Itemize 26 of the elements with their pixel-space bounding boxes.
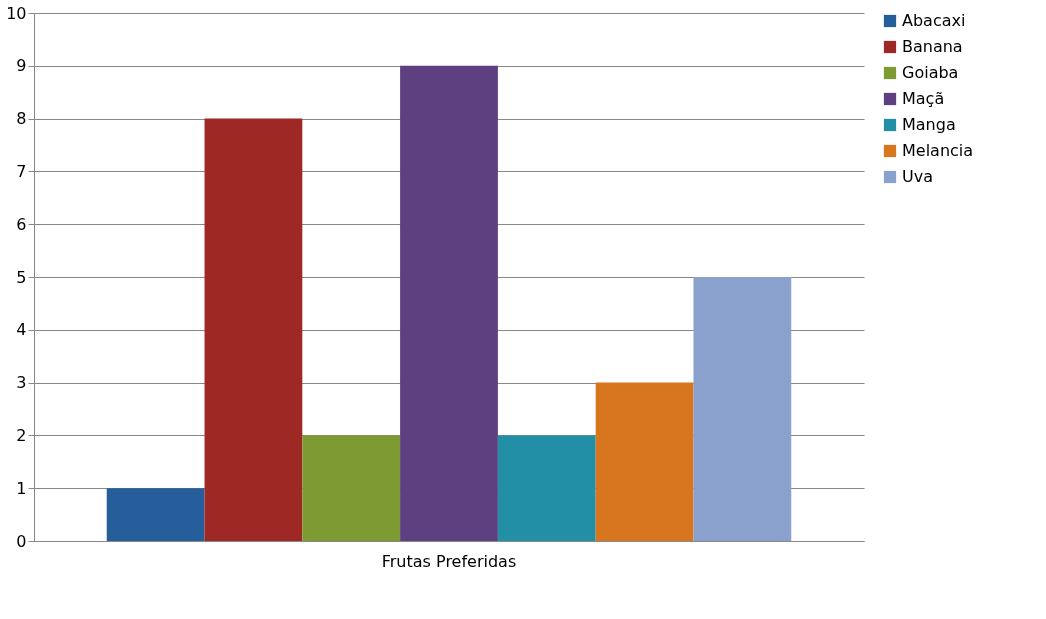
y-tick-label: 2: [16, 425, 27, 445]
y-tick-label: 3: [16, 373, 27, 393]
y-tick-label: 0: [16, 531, 27, 551]
y-tick-label: 5: [16, 267, 27, 287]
legend-label: Goiaba: [902, 63, 959, 82]
bar: [302, 435, 401, 541]
y-tick-label: 4: [16, 320, 27, 340]
legend-label: Manga: [902, 115, 956, 134]
bar: [497, 435, 596, 541]
legend-label: Maçã: [902, 89, 945, 108]
bar: [400, 65, 498, 541]
bar: [204, 118, 303, 541]
bar: [106, 488, 205, 541]
legend-label: Uva: [902, 167, 933, 186]
y-tick-label: 7: [16, 161, 27, 181]
legend-label: Melancia: [902, 141, 974, 160]
y-tick-label: 10: [6, 3, 27, 23]
y-tick-label: 9: [16, 56, 27, 76]
y-tick-label: 1: [16, 478, 27, 498]
legend-label: Banana: [902, 37, 963, 56]
y-tick-label: 8: [16, 109, 27, 129]
x-tick-label: Frutas Preferidas: [381, 551, 517, 571]
bar: [595, 382, 694, 541]
legend-label: Abacaxi: [902, 11, 966, 30]
bar: [693, 277, 792, 541]
y-tick-label: 6: [16, 214, 27, 234]
